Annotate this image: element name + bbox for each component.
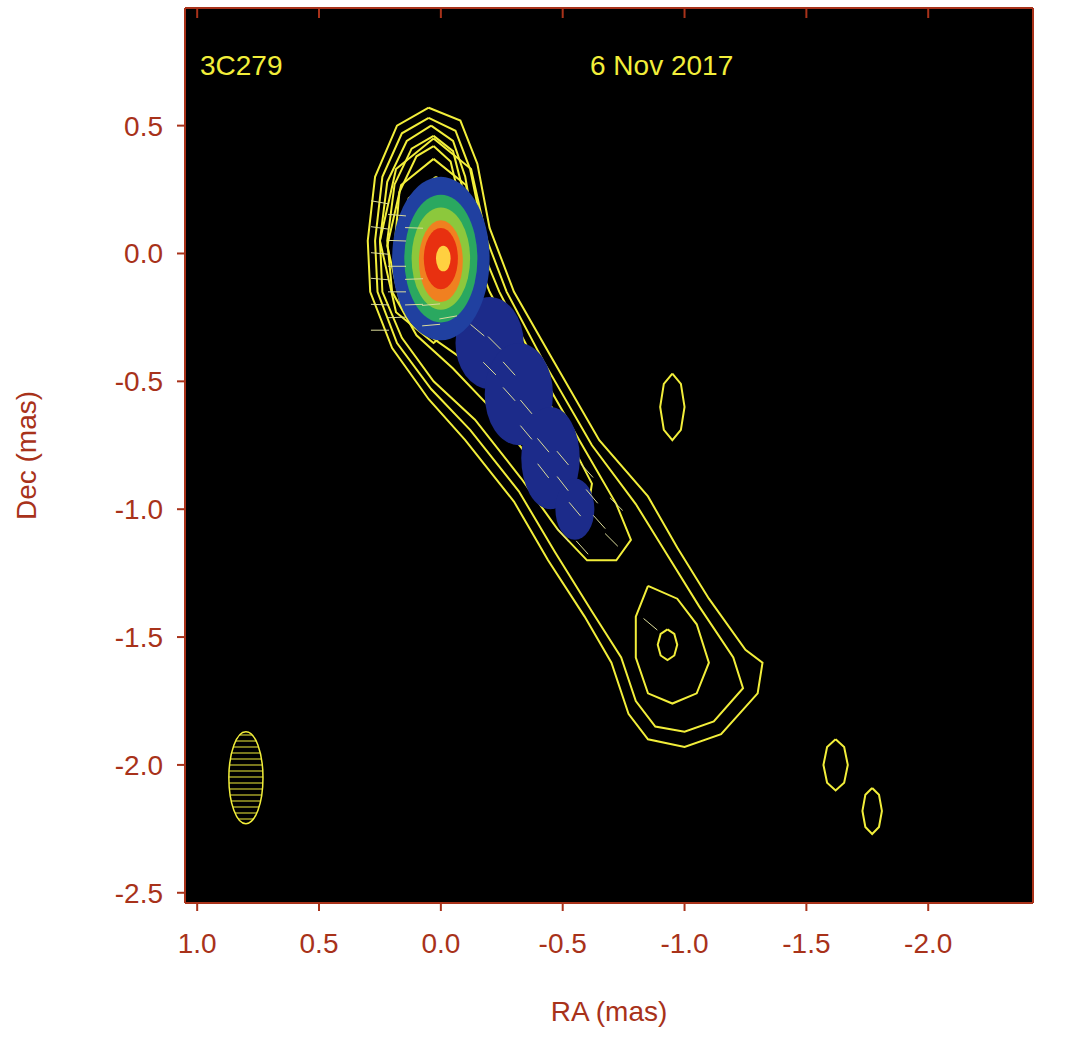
svg-text:-2.0: -2.0 <box>115 750 163 781</box>
svg-text:RA (mas): RA (mas) <box>551 996 668 1027</box>
svg-text:0.5: 0.5 <box>124 111 163 142</box>
svg-text:-1.5: -1.5 <box>782 928 830 959</box>
svg-text:1.0: 1.0 <box>178 928 217 959</box>
svg-text:Dec (mas): Dec (mas) <box>11 391 42 520</box>
svg-text:-1.0: -1.0 <box>115 494 163 525</box>
svg-text:-2.0: -2.0 <box>904 928 952 959</box>
svg-text:0.5: 0.5 <box>300 928 339 959</box>
svg-text:0.0: 0.0 <box>421 928 460 959</box>
svg-text:0.0: 0.0 <box>124 238 163 269</box>
svg-text:-1.0: -1.0 <box>660 928 708 959</box>
svg-text:-1.5: -1.5 <box>115 622 163 653</box>
html-text:6 Nov 2017: 6 Nov 2017 <box>590 50 734 81</box>
svg-text:-2.5: -2.5 <box>115 878 163 909</box>
svg-text:-0.5: -0.5 <box>115 366 163 397</box>
html-text:3C279: 3C279 <box>200 50 283 81</box>
svg-text:-0.5: -0.5 <box>539 928 587 959</box>
